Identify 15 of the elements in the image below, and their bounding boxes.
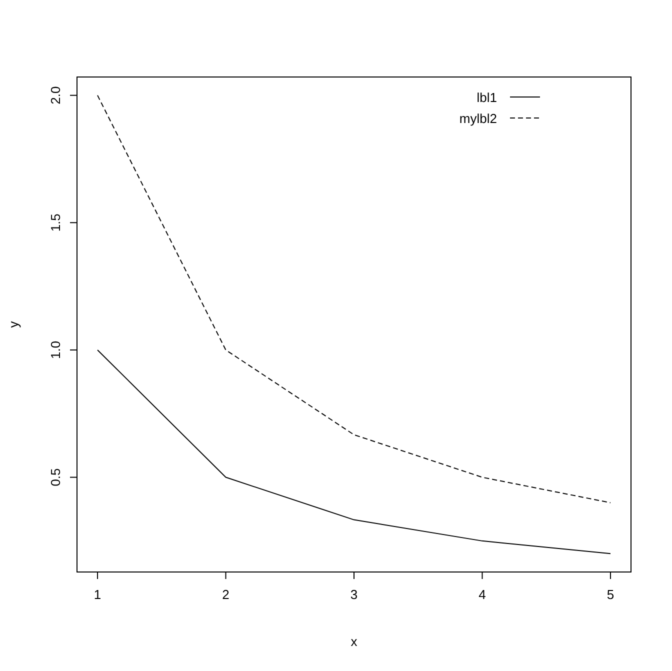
y-axis-title: y <box>6 320 21 328</box>
x-tick-label: 5 <box>606 587 614 602</box>
line-series <box>97 94 611 504</box>
y-tick-label: 2.0 <box>48 86 63 104</box>
x-tick-label: 2 <box>222 587 230 602</box>
y-tick-label: 1.5 <box>48 214 63 232</box>
line-series <box>97 349 611 554</box>
x-axis-title: x <box>350 634 358 649</box>
x-tick-label: 1 <box>94 587 102 602</box>
x-tick-label: 4 <box>478 587 486 602</box>
x-tick-label: 3 <box>350 587 358 602</box>
legend-label: lbl1 <box>476 90 497 105</box>
y-tick-label: 1.0 <box>48 340 63 359</box>
y-tick-label: 0.5 <box>48 468 63 486</box>
legend-label: mylbl2 <box>459 111 497 126</box>
